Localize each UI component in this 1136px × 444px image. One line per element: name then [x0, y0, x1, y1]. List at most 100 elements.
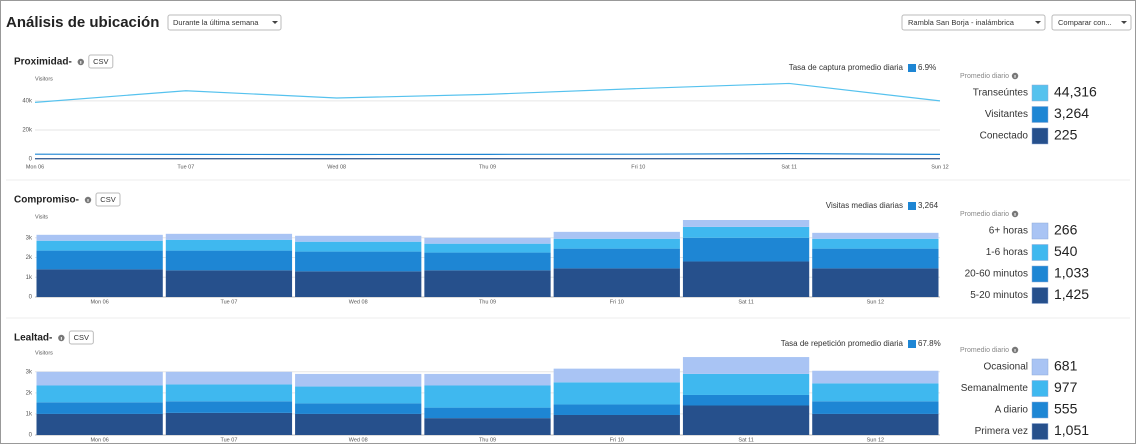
legend-label: Conectado — [980, 131, 1029, 142]
info-icon-dot — [80, 61, 82, 64]
csv-label: CSV — [93, 57, 108, 66]
series-line — [34, 153, 941, 156]
page-title: Análisis de ubicación — [6, 14, 159, 31]
compare-button[interactable] — [1051, 14, 1132, 31]
x-tick-label: Mon 06 — [26, 164, 44, 170]
legend-average: 44,316 — [1054, 84, 1097, 100]
x-tick-label: Mon 06 — [90, 299, 108, 305]
bar-segment — [682, 220, 810, 227]
bar-segment — [553, 238, 680, 249]
y-tick-label: 3k — [26, 235, 33, 241]
y-tick-label: 0 — [29, 295, 33, 301]
bar-segment — [36, 402, 163, 414]
csv-button[interactable] — [88, 54, 114, 69]
x-tick-label: Sun 12 — [867, 437, 884, 443]
metric-value: 3,264 — [918, 201, 939, 210]
bar-segment — [424, 407, 551, 419]
legend-label: 6+ horas — [989, 226, 1028, 237]
period-label: Durante la última semana — [173, 18, 259, 27]
legend-swatch — [1031, 244, 1049, 261]
caret — [272, 21, 278, 24]
x-tick-label: Thu 09 — [479, 299, 496, 305]
metric-label: Tasa de captura promedio diaria — [789, 63, 904, 72]
period-button[interactable] — [167, 14, 282, 31]
metric-label: Visitas medias diarias — [826, 201, 903, 210]
y-axis-label: Visits — [35, 214, 48, 220]
y-tick-label: 20k — [22, 128, 33, 134]
legend-average: 540 — [1054, 243, 1078, 259]
metric-label: Tasa de repetición promedio diaria — [781, 339, 904, 348]
legend-label: Transeúntes — [973, 88, 1028, 99]
bar-segment — [424, 237, 551, 244]
legend-label: A diario — [995, 405, 1029, 416]
location-label: Rambla San Borja - inalámbrica — [908, 18, 1015, 27]
legend-average: 225 — [1054, 127, 1078, 143]
bar-segment — [682, 261, 810, 297]
bar-segment — [295, 413, 422, 435]
legend-average: 555 — [1054, 401, 1078, 417]
x-tick-label: Sat 11 — [738, 437, 754, 443]
csv-label: CSV — [74, 333, 89, 342]
bar-segment — [812, 232, 939, 239]
bar-segment — [36, 240, 163, 251]
bar-segment — [165, 384, 293, 402]
bar-segment — [424, 252, 551, 271]
legend-swatch — [1031, 127, 1049, 145]
compare-label: Comparar con... — [1058, 18, 1112, 27]
bar-segment — [36, 250, 163, 270]
y-tick-label: 1k — [26, 412, 33, 418]
x-tick-label: Wed 08 — [327, 164, 346, 170]
x-tick-label: Sat 11 — [738, 299, 754, 305]
x-tick-label: Sun 12 — [931, 164, 948, 170]
csv-label: CSV — [100, 195, 115, 204]
bar-segment — [165, 371, 293, 385]
bar-segment — [424, 243, 551, 253]
bar-segment — [424, 418, 551, 435]
legend-average: 977 — [1054, 379, 1078, 395]
bar-segment — [165, 401, 293, 413]
y-tick-label: 2k — [26, 390, 33, 396]
bar-segment — [36, 413, 163, 435]
bar-segment — [812, 370, 939, 384]
legend-swatch — [1031, 380, 1049, 397]
bar-segment — [812, 383, 939, 402]
metric-swatch — [908, 340, 916, 348]
bar-segment — [424, 373, 551, 386]
legend-average: 1,051 — [1054, 422, 1089, 438]
bar-segment — [553, 414, 680, 435]
bar-segment — [295, 241, 422, 252]
bar-segment — [36, 385, 163, 403]
metric-value: 6.9% — [918, 63, 936, 72]
bar-segment — [553, 231, 680, 239]
bar-segment — [295, 386, 422, 404]
bar-segment — [682, 226, 810, 238]
bar-segment — [682, 357, 810, 374]
legend-swatch — [1031, 358, 1049, 376]
y-tick-label: 3k — [26, 369, 33, 375]
legend-average: 3,264 — [1054, 105, 1089, 121]
bar-segment — [553, 268, 680, 297]
bar-segment — [812, 268, 939, 297]
info-icon-dot — [1014, 213, 1016, 216]
bar-segment — [553, 368, 680, 383]
bar-segment — [36, 371, 163, 386]
csv-button[interactable] — [68, 330, 94, 345]
bar-segment — [36, 234, 163, 241]
legend-average: 1,425 — [1054, 286, 1089, 302]
panel-title: Compromiso- — [14, 195, 79, 206]
x-tick-label: Tue 07 — [177, 164, 194, 170]
info-icon-dot — [1014, 349, 1016, 352]
y-tick-label: 1k — [26, 275, 33, 281]
legend-average: 681 — [1054, 358, 1078, 374]
info-icon-dot — [1014, 75, 1016, 78]
bar-segment — [812, 413, 939, 435]
y-tick-label: 0 — [29, 433, 33, 439]
bar-segment — [424, 385, 551, 408]
legend-average: 266 — [1054, 222, 1078, 238]
x-tick-label: Fri 10 — [610, 437, 624, 443]
csv-button[interactable] — [95, 192, 121, 207]
location-button[interactable] — [901, 14, 1046, 31]
bar-segment — [36, 269, 163, 297]
bar-segment — [295, 251, 422, 272]
